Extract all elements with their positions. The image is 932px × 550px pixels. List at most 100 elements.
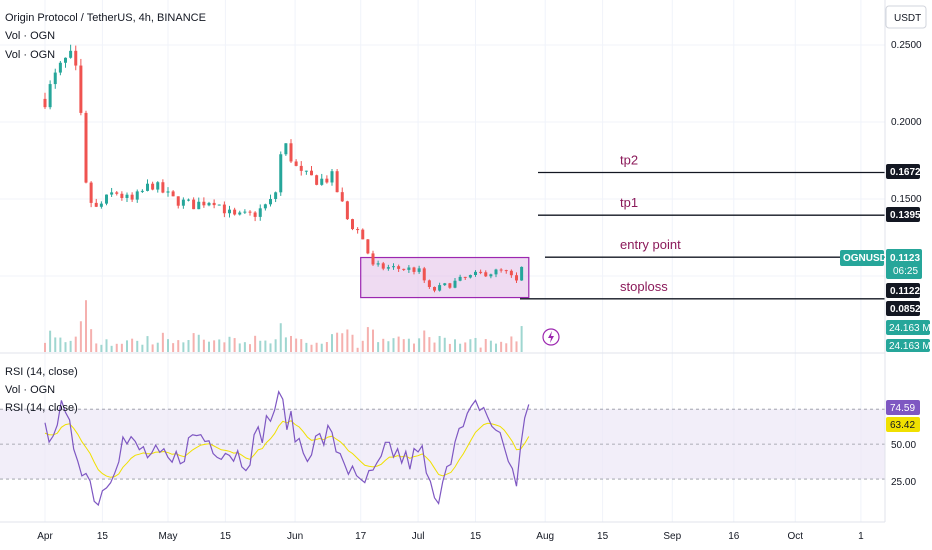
volume-bar — [141, 344, 144, 352]
svg-text:74.59: 74.59 — [890, 403, 915, 414]
volume-bar — [290, 335, 292, 352]
svg-text:0.1123: 0.1123 — [890, 253, 920, 264]
volume-bar — [341, 333, 344, 352]
time-axis[interactable]: Apr 15 May 15 Jun 17 Jul 15 Aug 15 Sep 16 Oct 1 — [37, 531, 864, 542]
volume-bar — [218, 339, 221, 352]
volume-bar — [489, 340, 492, 352]
candle-body — [284, 143, 288, 155]
candle-body — [453, 280, 457, 288]
rsi-tick-label: 50.00 — [891, 440, 916, 451]
svg-text:63.42: 63.42 — [890, 420, 915, 431]
candle-body — [94, 202, 98, 207]
candle-body — [351, 219, 354, 230]
candle-body — [202, 201, 206, 206]
time-tick-label: Aug — [536, 531, 554, 542]
volume-legend[interactable]: Vol · OGN — [5, 384, 55, 396]
candle-body — [356, 229, 360, 231]
candle-body — [427, 280, 431, 287]
candle-body — [84, 112, 88, 183]
volume-legend[interactable]: Vol · OGN — [5, 30, 55, 42]
candle-body — [335, 171, 339, 193]
candle-body — [48, 84, 52, 108]
volume-bar — [315, 342, 318, 352]
volume-bar — [64, 342, 67, 352]
volume-bar — [443, 337, 446, 352]
volume-bar — [346, 329, 349, 352]
candle-body — [74, 50, 78, 66]
rsi-value-tag: 74.59 — [886, 400, 920, 415]
candle-body — [222, 204, 226, 214]
candle-body — [422, 268, 426, 281]
candle-body — [243, 211, 247, 213]
volume-bar — [284, 337, 287, 352]
time-tick-label: 17 — [355, 531, 367, 542]
volume-legend[interactable]: Vol · OGN — [5, 49, 55, 61]
candle-body — [448, 283, 452, 288]
candle-body — [463, 276, 467, 278]
annotation-label: entry point — [620, 237, 681, 252]
price-tick-label: 0.1500 — [891, 194, 922, 205]
time-tick-label: 15 — [97, 531, 109, 542]
svg-text:0.0852: 0.0852 — [890, 304, 921, 315]
candle-body — [53, 72, 57, 85]
rsi-legend[interactable]: RSI (14, close) — [5, 366, 78, 378]
volume-bar — [49, 330, 52, 352]
candle-body — [484, 272, 488, 277]
rsi-legend[interactable]: RSI (14, close) — [5, 402, 78, 414]
volume-bar — [69, 340, 72, 352]
volume-bar — [413, 343, 415, 352]
time-tick-label: Jun — [287, 531, 303, 542]
lightning-icon[interactable] — [542, 328, 560, 346]
candle-body — [212, 202, 216, 206]
candle-body — [376, 263, 380, 265]
volume-bar — [59, 337, 62, 352]
candle-body — [289, 143, 293, 162]
candle-body — [520, 266, 524, 281]
time-tick-label: May — [159, 531, 178, 542]
volume-bar — [243, 342, 246, 352]
candle-body — [330, 171, 334, 183]
time-tick-label: 16 — [728, 531, 740, 542]
candle-body — [438, 285, 442, 291]
trade-annotations[interactable]: tp2 tp1 entry point stoploss — [520, 153, 885, 300]
volume-bar — [279, 323, 282, 352]
volume-bar — [510, 336, 513, 352]
volume-bar — [418, 338, 421, 352]
candle-body — [156, 182, 160, 190]
volume-bar — [156, 342, 159, 352]
volume-bar — [515, 341, 518, 352]
candle-body — [381, 263, 385, 269]
candle-body — [412, 267, 416, 272]
chart-title[interactable]: Origin Protocol / TetherUS, 4h, BINANCE — [5, 12, 206, 24]
candle-body — [79, 65, 83, 113]
volume-bar — [474, 337, 477, 352]
volume-bar — [295, 338, 298, 352]
volume-bar — [438, 335, 441, 352]
candle-body — [192, 199, 196, 210]
volume-bar — [428, 337, 431, 352]
range-box[interactable] — [360, 256, 530, 299]
candle-body — [176, 196, 180, 206]
candle-body — [320, 178, 324, 185]
volume-bar — [331, 334, 333, 352]
volume-bar — [44, 342, 46, 352]
svg-text:0.1395: 0.1395 — [890, 210, 921, 221]
price-axis[interactable]: 0.2500 0.2000 0.1500 50.00 25.00 — [891, 40, 922, 488]
volume-bar — [146, 336, 149, 352]
candle-body — [171, 191, 175, 197]
volume-tag: 24.163 M — [886, 320, 931, 335]
currency-button[interactable]: USDT — [885, 5, 927, 29]
time-tick-label: 15 — [597, 531, 609, 542]
candle-body — [130, 194, 134, 200]
volume-bar — [325, 342, 328, 352]
candle-body — [504, 270, 508, 272]
volume-bar — [387, 341, 390, 352]
rsi-tick-label: 25.00 — [891, 477, 916, 488]
tag-tp2: 0.1672 — [886, 164, 921, 179]
candle-body — [294, 161, 298, 166]
volume-bar — [459, 343, 462, 352]
candle-body — [146, 183, 149, 191]
candle-body — [386, 267, 390, 269]
price-tick-label: 0.2000 — [891, 117, 922, 128]
